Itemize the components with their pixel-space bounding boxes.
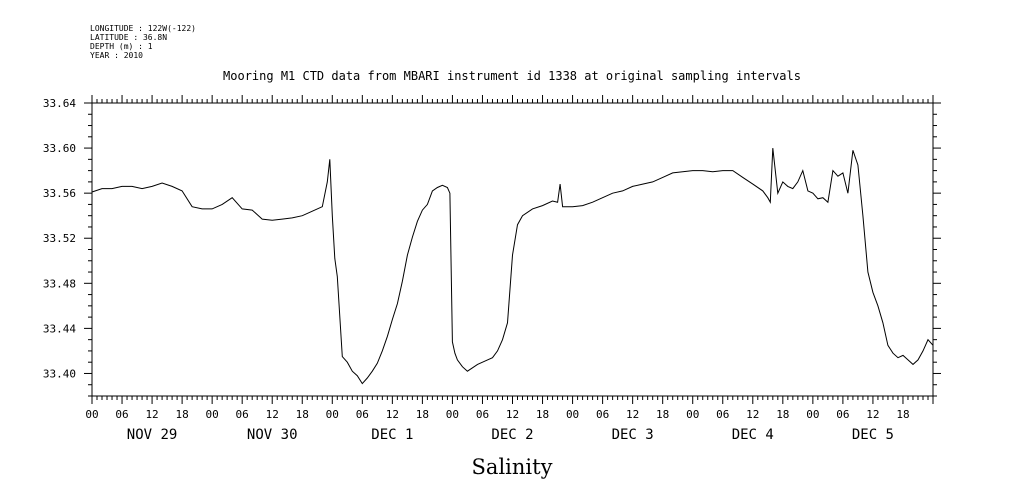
x-tick-label: 18 — [896, 408, 909, 421]
x-tick-label: 06 — [836, 408, 849, 421]
y-tick-label: 33.48 — [43, 277, 76, 290]
x-tick-label: 00 — [686, 408, 699, 421]
x-tick-label: 12 — [746, 408, 759, 421]
meta-longitude: LONGITUDE : 122W(-122) — [90, 24, 196, 33]
y-tick-label: 33.60 — [43, 142, 76, 155]
x-tick-label: 12 — [866, 408, 879, 421]
meta-latitude: LATITUDE : 36.8N — [90, 33, 167, 42]
x-tick-label: 06 — [716, 408, 729, 421]
x-tick-label: 00 — [806, 408, 819, 421]
x-tick-label: 00 — [566, 408, 579, 421]
x-tick-label: 06 — [596, 408, 609, 421]
x-axis-label: Salinity — [472, 455, 553, 479]
x-day-label: NOV 30 — [247, 427, 298, 443]
x-tick-label: 18 — [175, 408, 188, 421]
x-tick-label: 18 — [296, 408, 309, 421]
series-group — [91, 148, 934, 385]
axes-group: 00 06 12 18 00 06 12 18 00 06 12 18 00 06 12 18 00 06 12 18… — [43, 95, 941, 443]
x-day-label: DEC 3 — [612, 427, 654, 443]
x-tick-label: 12 — [506, 408, 519, 421]
x-day-label: NOV 29 — [127, 427, 178, 443]
x-tick-label: 12 — [386, 408, 399, 421]
x-day-label: DEC 1 — [371, 427, 413, 443]
y-tick-label: 33.40 — [43, 367, 76, 380]
x-tick-label: 06 — [236, 408, 249, 421]
x-tick-label: 06 — [476, 408, 489, 421]
x-tick-label: 06 — [356, 408, 369, 421]
x-tick-label: 12 — [626, 408, 639, 421]
x-tick-label: 18 — [776, 408, 789, 421]
x-tick-label: 00 — [446, 408, 459, 421]
x-day-label: DEC 4 — [732, 427, 774, 443]
plot-frame — [91, 102, 934, 397]
y-tick-label: 33.44 — [43, 322, 76, 335]
x-tick-label: 00 — [85, 408, 98, 421]
y-tick-label: 33.52 — [43, 232, 76, 245]
chart-title: Mooring M1 CTD data from MBARI instrumen… — [223, 69, 801, 83]
x-tick-label: 18 — [416, 408, 429, 421]
meta-year: YEAR : 2010 — [90, 51, 143, 60]
meta-depth: DEPTH (m) : 1 — [90, 42, 153, 51]
y-tick-label: 33.64 — [43, 97, 76, 110]
x-tick-label: 00 — [326, 408, 339, 421]
x-tick-label: 06 — [115, 408, 128, 421]
x-day-label: DEC 5 — [852, 427, 894, 443]
x-day-label: DEC 2 — [491, 427, 533, 443]
x-tick-label: 12 — [266, 408, 279, 421]
x-tick-label: 18 — [656, 408, 669, 421]
series-line-salinity — [91, 148, 934, 385]
x-tick-label: 18 — [536, 408, 549, 421]
x-tick-label: 00 — [206, 408, 219, 421]
x-tick-label: 12 — [145, 408, 158, 421]
y-tick-label: 33.56 — [43, 187, 76, 200]
